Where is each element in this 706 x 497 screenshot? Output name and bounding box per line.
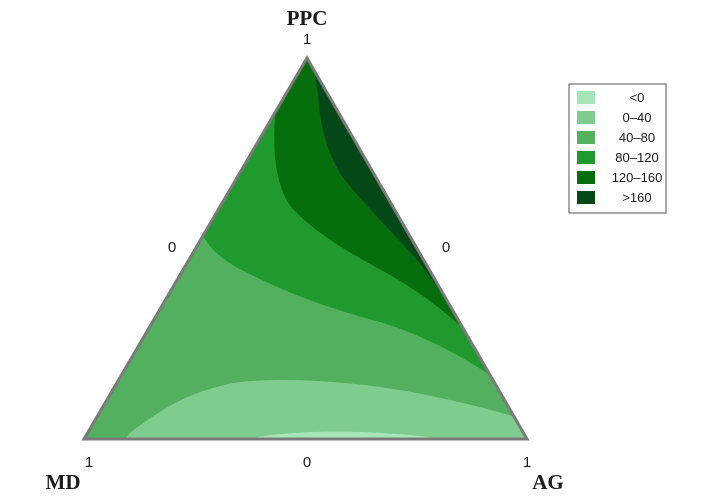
legend-swatch (577, 91, 595, 104)
legend-label: >160 (622, 190, 651, 205)
contour-regions (84, 58, 527, 439)
legend-swatch (577, 191, 595, 204)
edge-tick-bottom: 0 (303, 454, 311, 471)
legend-label: 40–80 (619, 130, 655, 145)
legend-label: 80–120 (615, 150, 658, 165)
edge-tick-left: 0 (168, 239, 176, 256)
vertex-tick-right: 1 (523, 454, 531, 471)
vertex-tick-top: 1 (303, 31, 311, 48)
legend-label: 120–160 (612, 170, 663, 185)
legend-swatch (577, 111, 595, 124)
vertex-label-left: MD (46, 470, 81, 494)
vertex-tick-left: 1 (85, 454, 93, 471)
legend: <0 0–40 40–80 80–120 120–160 >160 (568, 83, 667, 214)
legend-swatch (577, 151, 595, 164)
legend-swatch (577, 171, 595, 184)
vertex-label-top: PPC (287, 6, 328, 30)
legend-entries: <0 0–40 40–80 80–120 120–160 >160 (577, 90, 662, 205)
edge-tick-right: 0 (442, 239, 450, 256)
vertex-label-right: AG (532, 470, 564, 494)
triangle-border (81, 55, 530, 441)
legend-label: 0–40 (623, 110, 652, 125)
legend-swatch (577, 131, 595, 144)
legend-label: <0 (630, 90, 645, 105)
contour-band-0-40 (120, 380, 527, 439)
